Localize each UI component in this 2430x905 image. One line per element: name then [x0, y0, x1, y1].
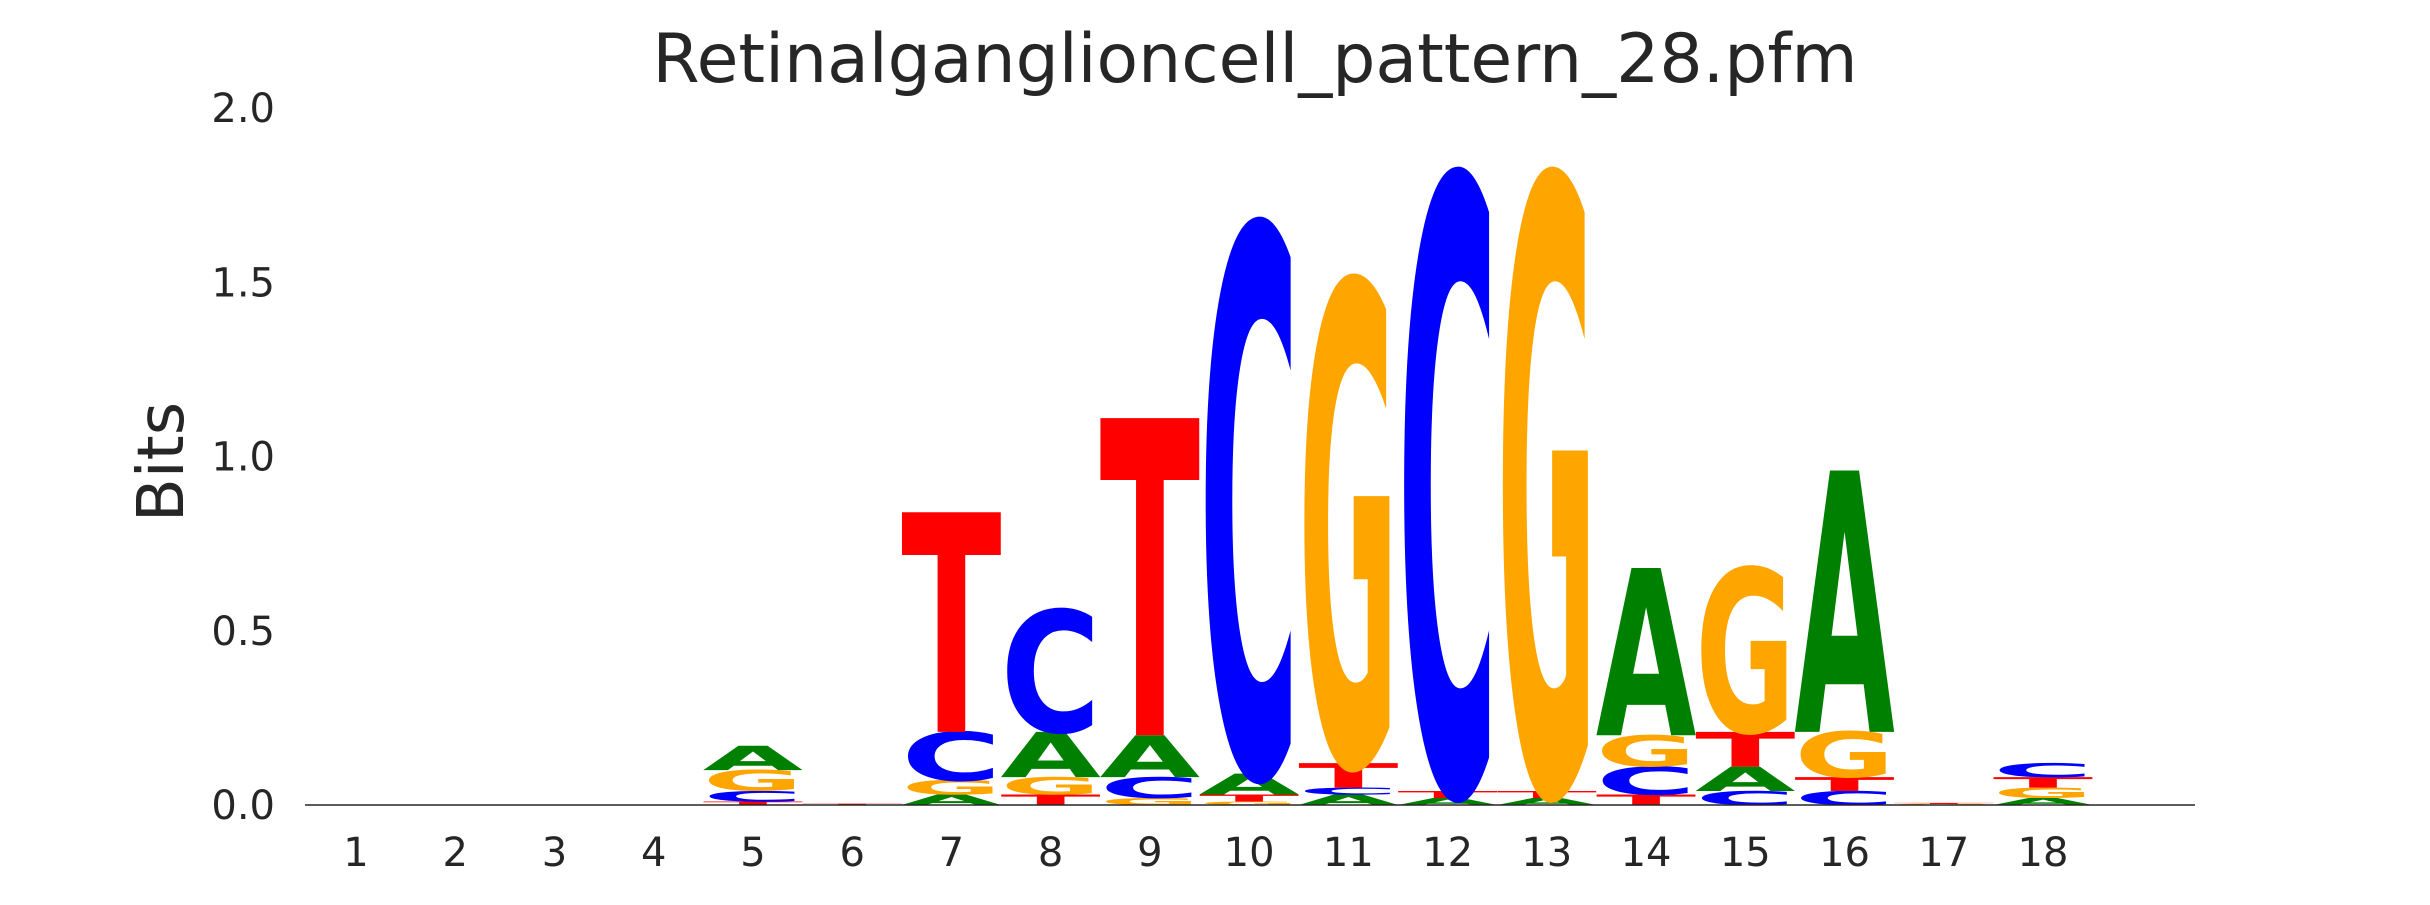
x-tick-label: 8	[1038, 830, 1063, 876]
x-tick-label: 1	[343, 830, 368, 876]
logo-letter-t: T	[1794, 773, 1894, 795]
y-tick-label: 1.0	[211, 435, 275, 481]
x-tick-label: 17	[1918, 830, 1969, 876]
x-tick-label: 12	[1422, 830, 1473, 876]
logo-letter-t: T	[1596, 792, 1696, 809]
logo-letter-c: C	[1000, 578, 1101, 773]
x-tick-label: 11	[1323, 830, 1374, 876]
logo-letter-t: T	[1298, 757, 1399, 796]
logo-letter-c: C	[1298, 786, 1399, 797]
logo-letter-a: A	[1298, 792, 1399, 809]
logo-letter-g: G	[1993, 785, 2093, 802]
logo-letter-g: G	[1100, 796, 1200, 807]
logo-letter-a: A	[1100, 724, 1201, 791]
x-tick-label: 9	[1137, 830, 1162, 876]
logo-letter-t: T	[703, 801, 803, 807]
logo-letter-a: A	[1794, 399, 1895, 817]
logo-letter-g: G	[1497, 10, 1597, 900]
logo-letter-c: C	[1199, 78, 1300, 900]
logo-letter-c: C	[1794, 787, 1895, 809]
logo-letter-a: A	[703, 739, 804, 778]
x-tick-label: 7	[939, 830, 964, 876]
y-tick-label: 0.5	[211, 609, 275, 655]
logo-letter-t: T	[901, 452, 1001, 803]
logo-letter-g: G	[1199, 801, 1299, 807]
logo-letter-g: G	[1695, 523, 1795, 785]
x-tick-label: 15	[1720, 830, 1771, 876]
logo-letter-c: C	[1596, 759, 1697, 803]
y-tick-label: 0.0	[211, 783, 275, 829]
logo-letter-g: G	[1596, 727, 1696, 777]
logo-letter-a: A	[1397, 796, 1498, 807]
x-tick-label: 4	[641, 830, 666, 876]
logo-letter-c: C	[1100, 772, 1201, 805]
logo-letter-a: A	[1000, 720, 1101, 792]
logo-letter-c: C	[901, 719, 1002, 797]
x-tick-label: 14	[1621, 830, 1672, 876]
logo-letter-g: G	[901, 777, 1001, 799]
x-tick-label: 10	[1224, 830, 1275, 876]
logo-letter-g: G	[703, 765, 803, 798]
letter-stacks: TCGATAGCTTGACGCATGTACACTGATCATGTCGACATGC…	[703, 10, 2094, 905]
y-tick-label: 1.5	[211, 260, 275, 306]
y-axis-label: Bits	[125, 402, 199, 522]
logo-letter-c: C	[703, 788, 804, 805]
logo-letter-g: G	[1001, 772, 1101, 800]
logo-letter-a: A	[1497, 796, 1598, 807]
y-axis: 0.0 0.5 1.0 1.5 2.0	[211, 86, 275, 829]
logo-letter-t: T	[1000, 792, 1100, 809]
logo-letter-t: T	[1199, 793, 1299, 804]
x-tick-label: 16	[1819, 830, 1870, 876]
logo-letter-a: A	[1596, 522, 1697, 789]
x-axis: 1 2 3 4 5 6 7 8 9 10 11 12 13 14 15 16 17 18	[343, 830, 2068, 876]
x-tick-label: 5	[740, 830, 765, 876]
y-tick-label: 2.0	[211, 86, 275, 132]
logo-letter-a: A	[901, 792, 1002, 809]
logo-letter-c: C	[1397, 11, 1498, 900]
x-tick-label: 2	[443, 830, 468, 876]
logo-letter-g: G	[1794, 719, 1894, 792]
chart-title: Retinalganglioncell_pattern_28.pfm	[652, 20, 1857, 99]
logo-letter-g: G	[1298, 151, 1398, 900]
logo-letter-t: T	[1100, 332, 1201, 838]
logo-letter-t: T	[1497, 789, 1597, 800]
x-tick-label: 6	[839, 830, 864, 876]
x-tick-label: 18	[2018, 830, 2069, 876]
logo-letter-t: T	[1695, 723, 1795, 779]
logo-letter-t: T	[1993, 774, 2093, 791]
logo-letter-t: T	[1894, 803, 1994, 805]
logo-letter-t: T	[1397, 789, 1497, 800]
logo-letter-a: A	[1199, 768, 1300, 801]
logo-letter-a: A	[1695, 760, 1796, 799]
x-tick-label: 3	[542, 830, 567, 876]
logo-letter-c: C	[1695, 787, 1796, 809]
logo-letter-c: C	[1993, 760, 2094, 782]
x-tick-label: 13	[1521, 830, 1572, 876]
logo-letter-a: A	[1993, 796, 2094, 807]
